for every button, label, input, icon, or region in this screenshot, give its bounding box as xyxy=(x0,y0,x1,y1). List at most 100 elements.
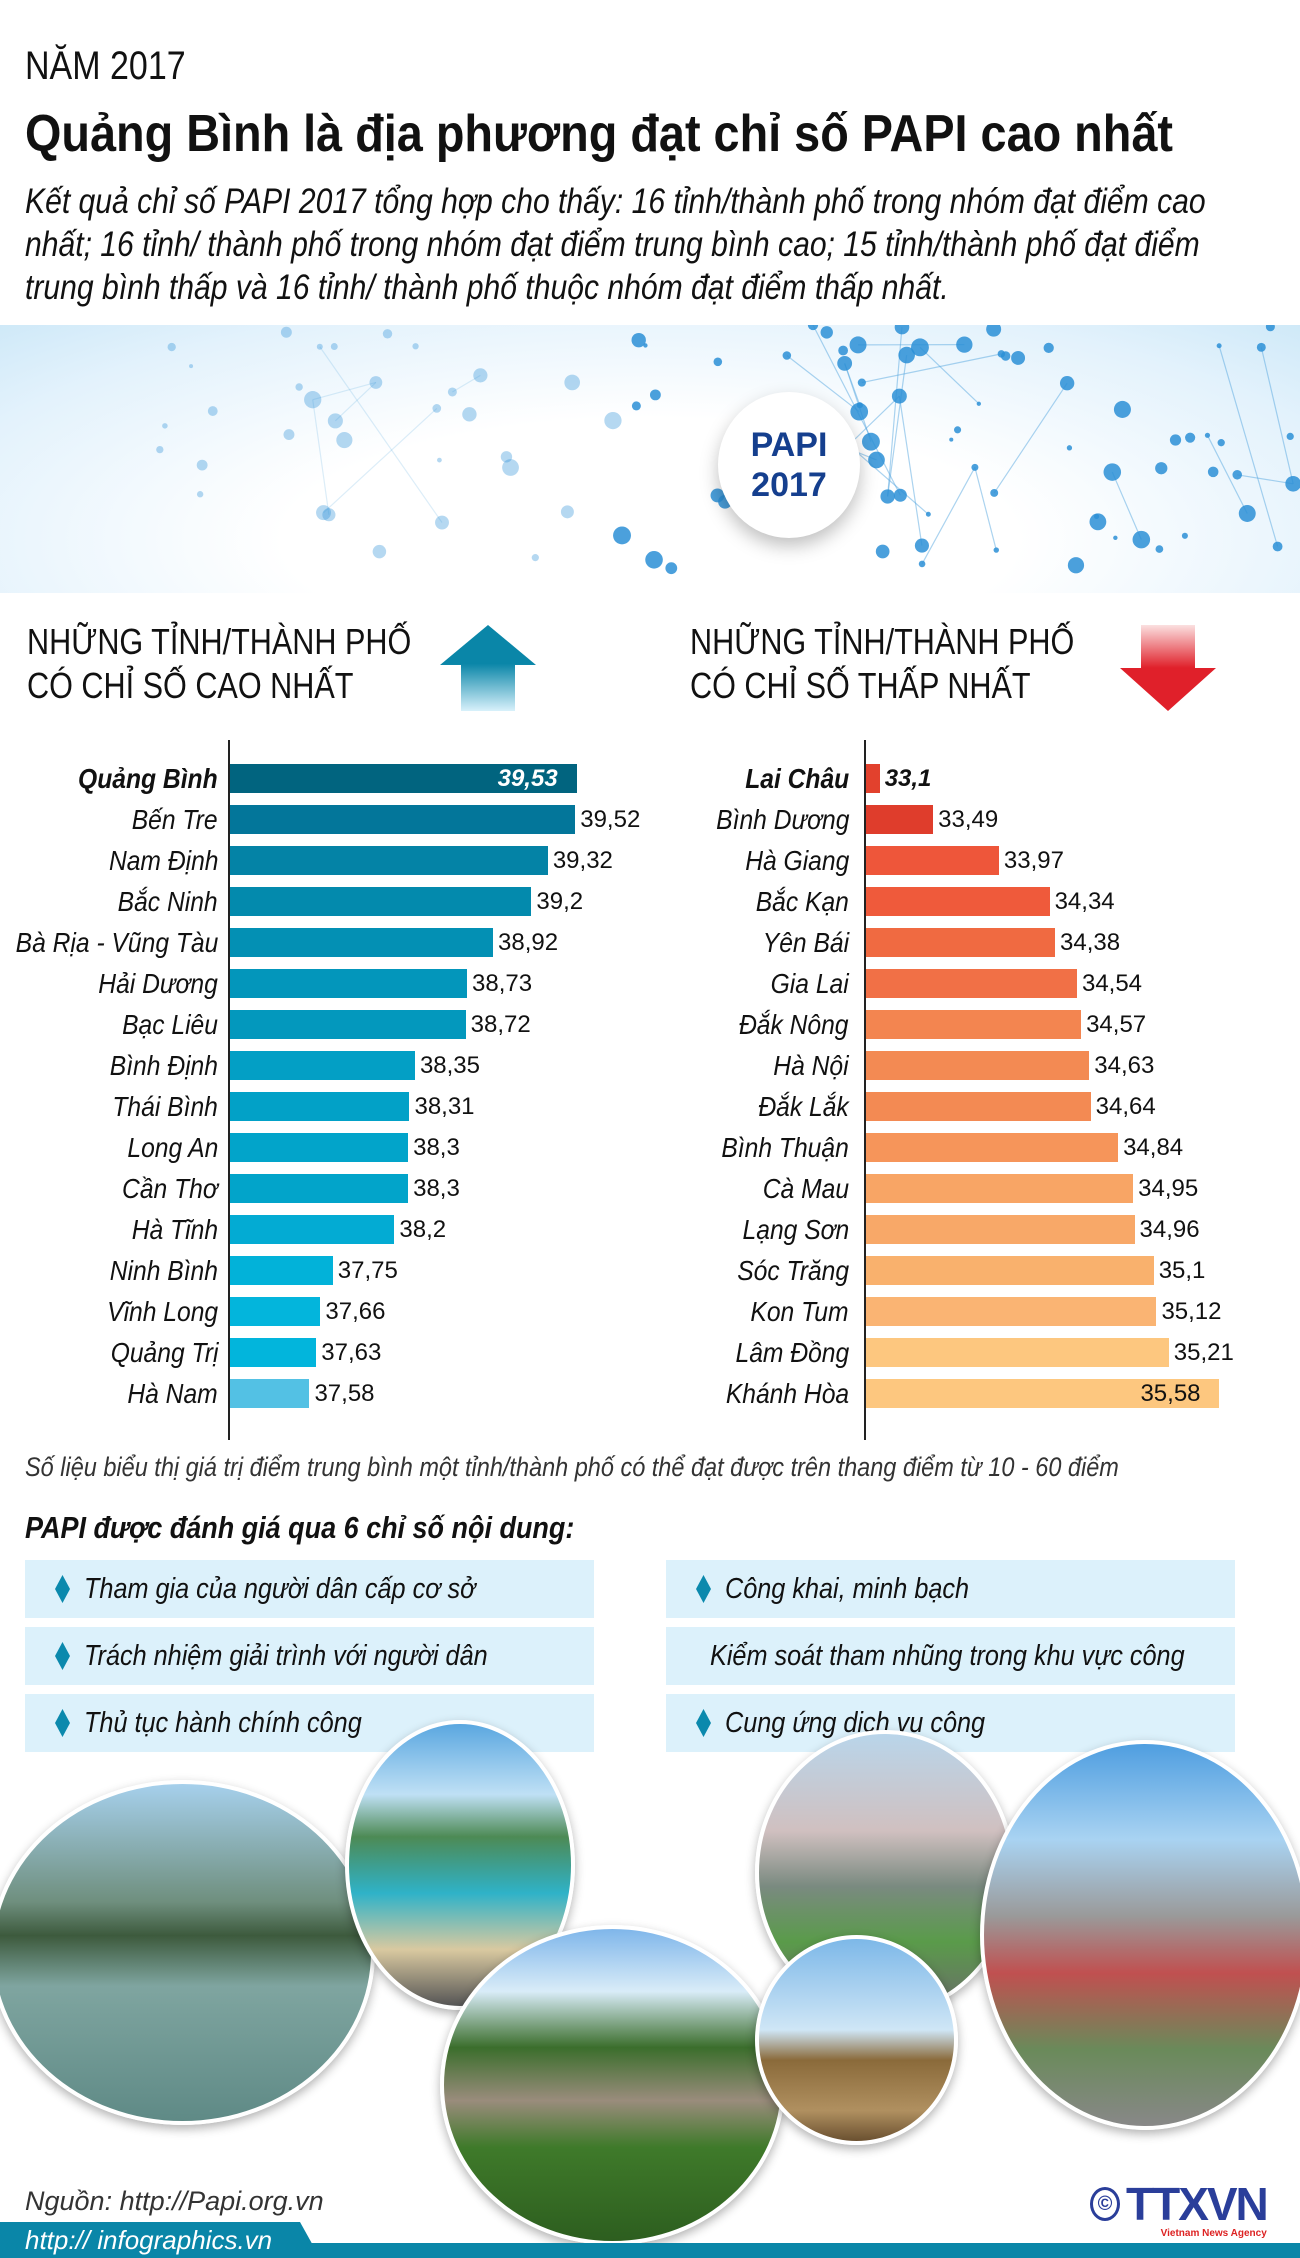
diamond-icon xyxy=(55,1709,70,1737)
bar-value: 37,63 xyxy=(321,1339,382,1366)
photo-city-aerial xyxy=(980,1740,1300,2130)
bar-label: Khánh Hòa xyxy=(725,1378,849,1409)
bar-label: Quảng Bình xyxy=(78,763,218,794)
bar-label: Quảng Trị xyxy=(110,1337,218,1368)
bar xyxy=(230,846,548,875)
bar-value: 34,84 xyxy=(1123,1134,1184,1161)
bar xyxy=(230,1174,409,1203)
bar-label: Hà Tĩnh xyxy=(131,1214,218,1245)
badge-line1: PAPI xyxy=(750,426,828,464)
source-text: Nguồn: http://Papi.org.vn xyxy=(25,2186,324,2216)
bar-label: Ninh Bình xyxy=(109,1255,218,1286)
chart-axis xyxy=(228,740,230,1440)
bar xyxy=(230,805,576,834)
bar xyxy=(866,887,1050,916)
chart-low-title-line1: NHỮNG TỈNH/THÀNH PHỐ xyxy=(690,621,1075,662)
bar-value: 34,95 xyxy=(1138,1175,1199,1202)
bar-value: 39,32 xyxy=(552,847,613,874)
bar-value: 33,1 xyxy=(884,765,932,792)
bar xyxy=(866,969,1077,998)
chart-axis xyxy=(864,740,866,1440)
bar xyxy=(230,1338,317,1367)
bar xyxy=(866,1338,1169,1367)
bar xyxy=(230,887,532,916)
criteria-text: Tham gia của người dân cấp cơ sở xyxy=(84,1572,476,1605)
bar xyxy=(230,1051,415,1080)
site-link[interactable]: http:// infographics.vn xyxy=(0,2222,320,2258)
bar-label: Bình Dương xyxy=(715,804,849,835)
bar xyxy=(866,1010,1082,1039)
bar xyxy=(230,1379,310,1408)
bar xyxy=(866,1215,1135,1244)
bar-value: 35,21 xyxy=(1173,1339,1234,1366)
bar-value: 37,66 xyxy=(325,1298,386,1325)
logo-subtitle: Vietnam News Agency xyxy=(1160,2228,1267,2239)
criteria-item: Công khai, minh bạch xyxy=(666,1560,1235,1618)
criteria-item: Trách nhiệm giải trình với người dân xyxy=(25,1627,594,1685)
bar xyxy=(230,1256,333,1285)
photo-river-palms xyxy=(440,1925,785,2245)
bar-value: 34,38 xyxy=(1060,929,1121,956)
arrow-up-icon xyxy=(440,625,536,711)
bar-value: 39,52 xyxy=(580,806,641,833)
criteria-text: Trách nhiệm giải trình với người dân xyxy=(84,1639,488,1672)
criteria-item: Kiểm soát tham nhũng trong khu vực công xyxy=(666,1627,1235,1685)
diamond-icon xyxy=(696,1575,711,1603)
bar-label: Đắk Lắk xyxy=(758,1091,849,1122)
bar xyxy=(866,1174,1134,1203)
criteria-item: Thủ tục hành chính công xyxy=(25,1694,594,1752)
bar-value: 34,96 xyxy=(1139,1216,1200,1243)
bar-value: 38,3 xyxy=(413,1175,460,1202)
bar-label: Hà Nam xyxy=(127,1378,218,1409)
bar-label: Bắc Kạn xyxy=(755,886,849,917)
bar-value: 34,34 xyxy=(1054,888,1115,915)
network-banner xyxy=(0,319,1300,593)
bar xyxy=(866,1379,1220,1408)
header-year: NĂM 2017 xyxy=(25,44,186,88)
bar-label: Yên Bái xyxy=(762,927,849,958)
chart-high-title: NHỮNG TỈNH/THÀNH PHỐ CÓ CHỈ SỐ CAO NHẤT xyxy=(27,620,411,708)
bar-label: Sóc Trăng xyxy=(737,1255,849,1286)
bar-value: 34,64 xyxy=(1095,1093,1156,1120)
bar-label: Bạc Liêu xyxy=(122,1009,218,1040)
bar xyxy=(230,1133,409,1162)
criteria-text: Thủ tục hành chính công xyxy=(84,1706,362,1739)
chart-high-title-line1: NHỮNG TỈNH/THÀNH PHỐ xyxy=(27,621,412,662)
bar-label: Hà Nội xyxy=(773,1050,849,1081)
bar-value: 33,49 xyxy=(938,806,999,833)
bar xyxy=(866,1051,1090,1080)
bar-label: Bắc Ninh xyxy=(118,886,218,917)
bar-value: 34,63 xyxy=(1094,1052,1155,1079)
photo-statue xyxy=(755,1935,958,2145)
diamond-icon xyxy=(55,1575,70,1603)
ttxvn-logo: © TTXVN Vietnam News Agency xyxy=(1090,2178,1269,2240)
logo-text: TTXVN xyxy=(1126,2178,1269,2230)
bar xyxy=(866,805,934,834)
chart-high-title-line2: CÓ CHỈ SỐ CAO NHẤT xyxy=(27,665,354,706)
bar-value: 38,92 xyxy=(498,929,559,956)
bar-value: 38,2 xyxy=(399,1216,447,1243)
bar-value: 39,53 xyxy=(497,765,558,792)
chart-low-title-line2: CÓ CHỈ SỐ THẤP NHẤT xyxy=(690,665,1031,706)
diamond-icon xyxy=(55,1642,70,1670)
photo-quang-binh-river xyxy=(0,1780,375,2125)
copyright-icon: © xyxy=(1090,2187,1120,2221)
bar-value: 39,2 xyxy=(536,888,584,915)
bar xyxy=(866,1256,1154,1285)
logo-row: © TTXVN xyxy=(1090,2178,1269,2230)
bar-label: Thái Bình xyxy=(112,1091,218,1122)
arrow-down-icon xyxy=(1120,625,1216,711)
bar-label: Lâm Đồng xyxy=(735,1337,849,1368)
network-graphic xyxy=(156,319,1300,575)
bar-label: Long An xyxy=(127,1132,218,1163)
bar-label: Lai Châu xyxy=(744,763,849,794)
bar xyxy=(230,1092,410,1121)
bar-value: 38,72 xyxy=(470,1011,531,1038)
bar-label: Bình Thuận xyxy=(721,1132,849,1163)
bar-label: Bà Rịa - Vũng Tàu xyxy=(15,927,218,958)
footer-bar xyxy=(0,2243,1300,2258)
bar-value: 35,12 xyxy=(1161,1298,1222,1325)
bar-label: Hà Giang xyxy=(744,845,849,876)
bar xyxy=(230,764,577,793)
scale-note: Số liệu biểu thị giá trị điểm trung bình… xyxy=(25,1452,1119,1482)
